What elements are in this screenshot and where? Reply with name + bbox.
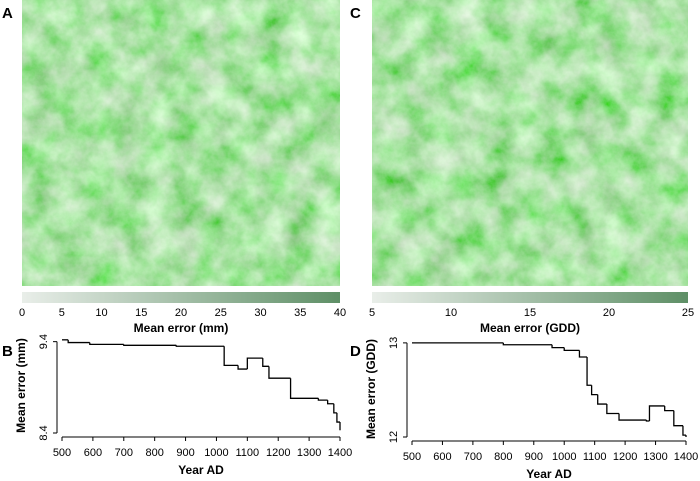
- x-tick-label: 600: [84, 447, 102, 459]
- x-tick-label: 1300: [643, 451, 667, 463]
- y-tick-label: 12: [388, 431, 400, 443]
- colorbar-tick-label: 15: [524, 307, 536, 319]
- x-tick-label: 500: [403, 451, 421, 463]
- step-segment: [618, 413, 647, 421]
- colorbar-tick-label: 0: [19, 307, 25, 319]
- x-tick-label: 1400: [674, 451, 698, 463]
- x-tick-label: 500: [53, 447, 71, 459]
- panel-letter: D: [350, 343, 361, 360]
- x-tick-label: 900: [525, 451, 543, 463]
- x-axis-label: Year AD: [178, 463, 224, 477]
- panel-letter: A: [2, 5, 13, 22]
- step-segment: [578, 350, 588, 358]
- step-segment: [67, 339, 90, 344]
- step-segment: [317, 398, 328, 401]
- x-tick-label: 700: [464, 451, 482, 463]
- colorbar: [22, 292, 340, 303]
- step-segment: [645, 420, 650, 422]
- step-segment: [333, 403, 337, 414]
- colorbar-tick-label: 40: [334, 307, 346, 319]
- step-segment: [223, 346, 239, 367]
- y-tick-label: 13: [388, 337, 400, 349]
- colorbar-tick-label: 15: [135, 307, 147, 319]
- x-tick-label: 600: [433, 451, 451, 463]
- colorbar: [372, 292, 688, 303]
- step-segment: [175, 345, 225, 347]
- step-segment: [606, 404, 620, 415]
- x-tick-label: 1300: [297, 447, 321, 459]
- y-tick-label: 9.4: [38, 334, 50, 349]
- step-segment: [563, 347, 580, 352]
- x-axis-label: Year AD: [526, 467, 572, 481]
- step-segment: [673, 410, 683, 427]
- colorbar-tick-label: 20: [603, 307, 615, 319]
- x-tick-label: 1200: [613, 451, 637, 463]
- colorbar-tick-label: 5: [59, 307, 65, 319]
- x-tick-label: 800: [494, 451, 512, 463]
- step-segment: [682, 425, 686, 436]
- x-tick-label: 1100: [583, 451, 607, 463]
- x-tick-label: 1000: [552, 451, 576, 463]
- x-tick-label: 800: [145, 447, 163, 459]
- y-axis-label: Mean error (GDD): [364, 339, 378, 439]
- step-segment: [246, 357, 263, 370]
- step-segment: [237, 365, 248, 370]
- step-segment: [262, 358, 269, 367]
- x-tick-label: 1100: [236, 447, 260, 459]
- colorbar-tick-label: 5: [369, 307, 375, 319]
- x-tick-label: 700: [115, 447, 133, 459]
- step-segment: [664, 405, 674, 412]
- colorbar-label: Mean error (mm): [134, 321, 229, 335]
- step-segment: [336, 412, 340, 423]
- x-tick-label: 1400: [328, 447, 352, 459]
- x-tick-label: 1000: [204, 447, 228, 459]
- step-segment: [586, 357, 592, 386]
- step-segment: [648, 405, 665, 421]
- panel-letter: B: [2, 343, 13, 360]
- colorbar-tick-label: 35: [294, 307, 306, 319]
- step-segment: [590, 385, 598, 396]
- step-segment: [326, 400, 334, 405]
- panel-letter: C: [350, 5, 361, 22]
- colorbar-tick-label: 10: [95, 307, 107, 319]
- x-tick-label: 900: [176, 447, 194, 459]
- step-segment: [551, 344, 565, 349]
- step-segment: [502, 342, 553, 346]
- colorbar-tick-label: 10: [445, 307, 457, 319]
- x-tick-label: 1200: [266, 447, 290, 459]
- step-segment: [89, 342, 124, 346]
- y-axis-label: Mean error (mm): [14, 338, 28, 433]
- colorbar-tick-label: 30: [254, 307, 266, 319]
- step-segment: [597, 394, 607, 405]
- step-segment: [123, 344, 177, 346]
- colorbar-tick-label: 25: [682, 307, 694, 319]
- colorbar-tick-label: 20: [175, 307, 187, 319]
- colorbar-label: Mean error (GDD): [480, 321, 580, 335]
- step-segment: [289, 378, 319, 399]
- colorbar-tick-label: 25: [215, 307, 227, 319]
- step-segment: [268, 366, 291, 379]
- map-image: [372, 0, 688, 286]
- map-image: [22, 0, 340, 286]
- y-tick-label: 8.4: [38, 425, 50, 440]
